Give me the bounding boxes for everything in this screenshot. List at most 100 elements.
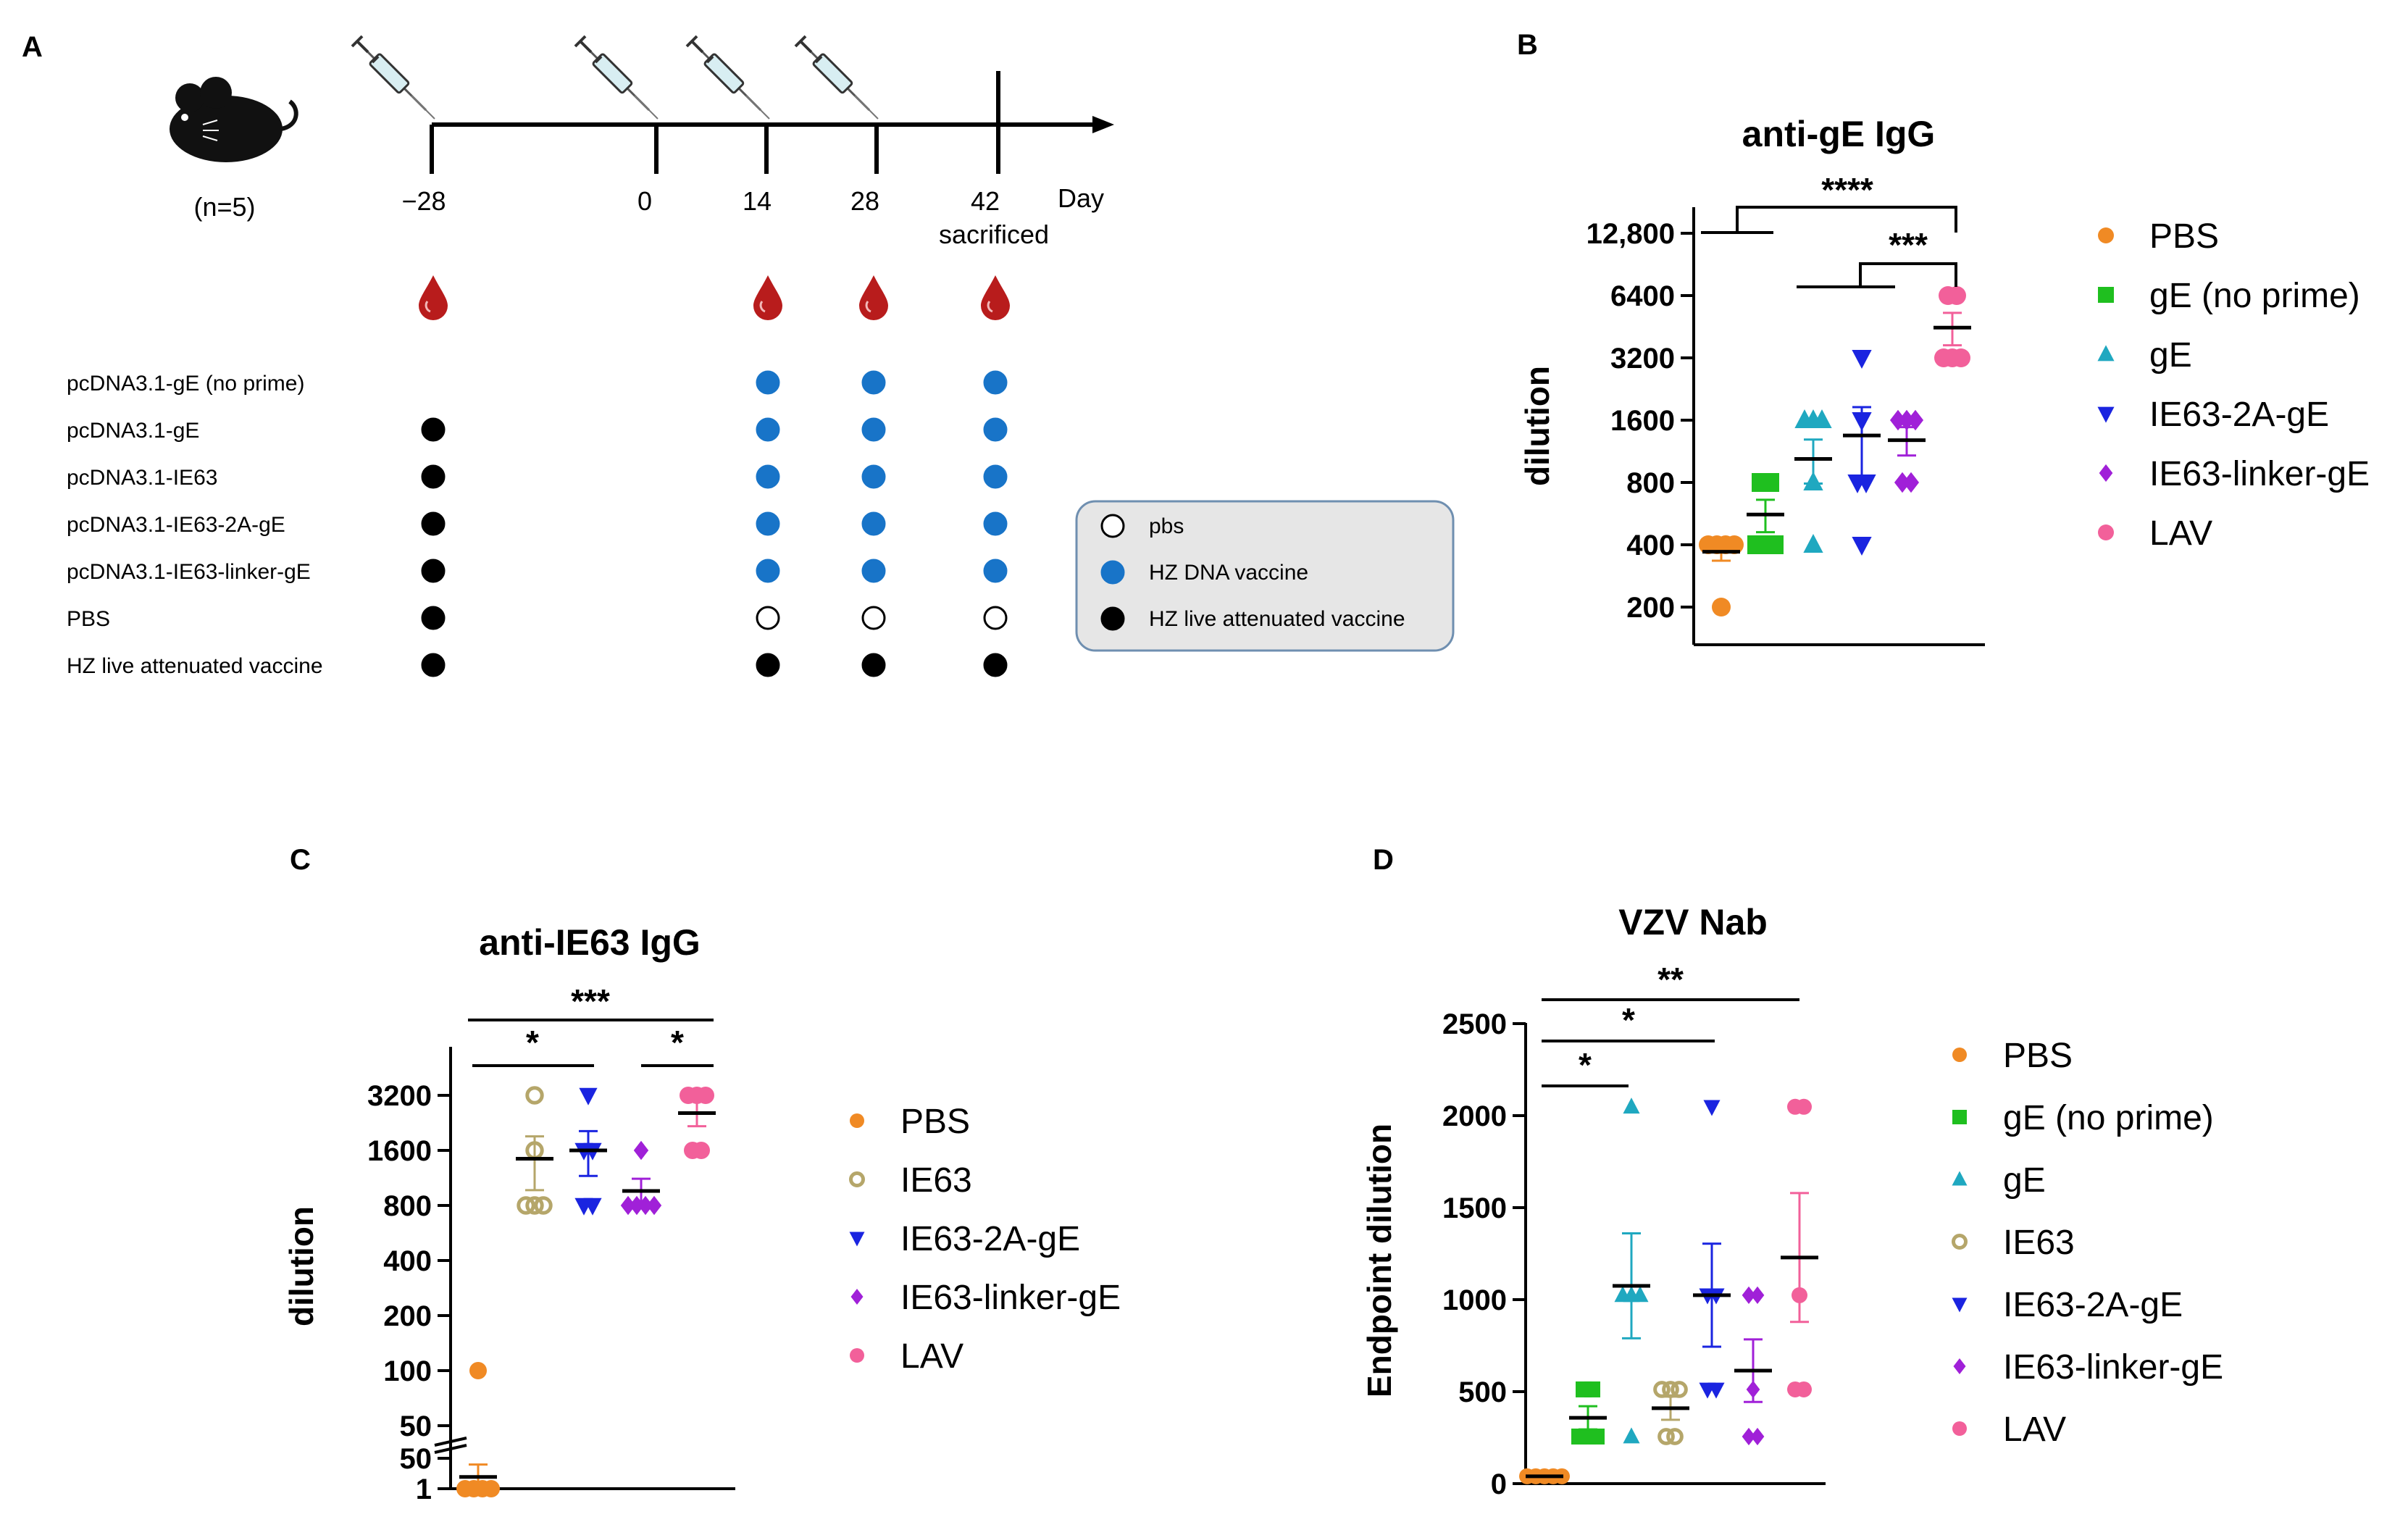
y-tick-label: 0 [1491, 1468, 1507, 1500]
legend-label: IE63 [900, 1161, 972, 1200]
data-point [1796, 1098, 1812, 1115]
y-tick-label: 800 [383, 1190, 432, 1222]
schedule-row-label: pcDNA3.1-IE63-2A-gE [67, 513, 285, 537]
data-point [1725, 535, 1744, 554]
panel-c-chart: anti-IE63 IgGdilution1505010020040080016… [283, 922, 1121, 1505]
day-label: 14 [743, 186, 772, 216]
data-point [1760, 473, 1779, 492]
legend-label: PBS [2149, 217, 2219, 256]
data-point [1952, 1297, 1968, 1313]
data-point [1657, 1428, 1675, 1445]
significance-label: **** [1821, 171, 1873, 209]
schedule-marker-dna [756, 417, 780, 442]
schedule-table: pcDNA3.1-gE (no prime) pcDNA3.1-gE pcDNA3.… [67, 370, 1008, 678]
schedule-marker-lav [983, 653, 1008, 677]
schedule-marker-lav [861, 653, 886, 677]
data-point [2099, 464, 2113, 482]
data-point [1898, 409, 1915, 431]
schedule-row-label: pcDNA3.1-IE63-linker-gE [67, 560, 311, 584]
data-point [1707, 1382, 1725, 1399]
syringe-icon [794, 35, 879, 120]
day-label: −28 [401, 186, 446, 216]
y-tick-label: 400 [1626, 530, 1675, 561]
data-point [1765, 535, 1784, 554]
y-tick-label: 800 [1626, 467, 1675, 499]
y-tick-label: 500 [1458, 1376, 1507, 1408]
chart-title: anti-IE63 IgG [479, 922, 701, 963]
chart-title: anti-gE IgG [1742, 114, 1936, 154]
data-point [1894, 472, 1911, 493]
schedule-row-label: HZ live attenuated vaccine [67, 654, 323, 678]
schedule-legend-box [1075, 500, 1455, 652]
legend-label: IE63-2A-gE [2149, 396, 2329, 434]
schedule-marker-lav [421, 417, 446, 442]
y-tick-label: 100 [383, 1355, 432, 1387]
schedule-marker-dna [756, 370, 780, 395]
day-unit-label: Day [1058, 183, 1104, 213]
schedule-marker-dna [861, 370, 886, 395]
legend-label: PBS [900, 1103, 970, 1141]
legend-label: pbs [1149, 514, 1184, 538]
panel-label-a: A [22, 31, 43, 63]
significance-label: * [1579, 1046, 1592, 1084]
significance-label: *** [571, 982, 610, 1020]
syringe-icon [351, 35, 436, 120]
y-tick-label: 2500 [1442, 1008, 1507, 1040]
schedule-marker-pbs [756, 606, 780, 630]
data-point [1666, 1428, 1684, 1445]
legend-label: IE63 [2003, 1224, 2075, 1262]
data-point [2097, 406, 2115, 423]
data-point [693, 1142, 710, 1159]
data-point [1952, 1171, 1968, 1186]
data-point [534, 1196, 553, 1215]
axis-break-mark [434, 1437, 467, 1447]
y-axis-label: dilution [283, 1206, 320, 1326]
panel-a: (n=5) −28 0 14 28 42 Day sacrificed pcDN… [67, 35, 1455, 678]
legend-label: PBS [2003, 1037, 2073, 1075]
schedule-marker-lav [421, 653, 446, 677]
significance-label: *** [1889, 226, 1928, 264]
data-point [1852, 536, 1872, 556]
legend-marker-dna [1100, 560, 1125, 585]
significance-label: ** [1657, 961, 1684, 998]
y-tick-label: 50 [400, 1443, 432, 1475]
data-point [1902, 472, 1920, 493]
data-point [1631, 1286, 1649, 1303]
panel-label-b: B [1517, 29, 1538, 61]
schedule-marker-lav [421, 559, 446, 583]
data-point [583, 1197, 602, 1216]
schedule-row-label: pcDNA3.1-IE63 [67, 466, 217, 490]
data-point [517, 1196, 535, 1215]
blood-drop-icon [752, 274, 784, 322]
schedule-row-label: pcDNA3.1-gE [67, 419, 199, 443]
significance-label: * [1622, 1001, 1635, 1039]
y-tick-label: 400 [383, 1245, 432, 1277]
schedule-row-label: pcDNA3.1-gE (no prime) [67, 372, 304, 396]
data-point [1671, 1381, 1688, 1398]
y-tick-label: 3200 [367, 1080, 432, 1112]
day-label: 0 [637, 186, 652, 216]
y-tick-label: 50 [400, 1410, 432, 1442]
legend-label: HZ live attenuated vaccine [1149, 607, 1405, 631]
data-point [1589, 1428, 1605, 1445]
data-point [2098, 227, 2114, 243]
data-point [1623, 1427, 1640, 1444]
panel-label-d: D [1373, 844, 1394, 876]
y-tick-label: 3200 [1610, 343, 1675, 375]
y-axis-label: Endpoint dilution [1360, 1124, 1398, 1397]
legend-label: gE (no prime) [2003, 1099, 2214, 1137]
legend-marker-pbs [1100, 514, 1125, 538]
data-point [849, 1232, 865, 1247]
data-point [850, 1289, 864, 1305]
legend-marker-lav [1100, 606, 1125, 631]
y-tick-label: 2000 [1442, 1100, 1507, 1132]
legend-label: gE [2003, 1161, 2046, 1200]
y-tick-label: 12,800 [1586, 218, 1675, 250]
significance-bracket [1701, 206, 1957, 234]
y-tick-label: 1600 [367, 1135, 432, 1167]
schedule-legend: pbs HZ DNA vaccine HZ live attenuated vacc… [1100, 514, 1405, 631]
legend-label: LAV [2003, 1410, 2066, 1449]
schedule-marker-pbs [861, 606, 886, 630]
axis-break-mark [434, 1444, 467, 1454]
